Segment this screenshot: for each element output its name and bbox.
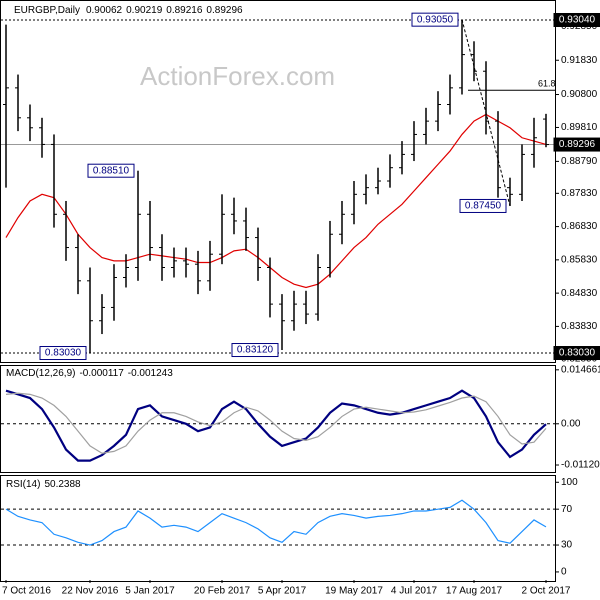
- x-tick-label: 17 Aug 2017: [446, 586, 503, 597]
- rsi-name: RSI(14): [6, 479, 40, 490]
- line: [5, 392, 547, 454]
- symbol: EURGBP,Daily: [14, 5, 80, 16]
- annotation-box: [87, 163, 135, 178]
- x-tick-label: 7 Oct 2016: [2, 586, 51, 597]
- macd-name: MACD(12,26,9): [6, 368, 75, 379]
- rsi-title: RSI(14) 50.2388: [6, 479, 81, 490]
- annotation-label: 0.88510: [93, 165, 130, 176]
- y-tick-label: 0: [561, 567, 567, 578]
- annotation-box: [459, 198, 507, 213]
- y-tick-label: -0.011202: [561, 460, 600, 471]
- x-tick-label: 5 Jan 2017: [125, 586, 175, 597]
- line: [5, 389, 547, 462]
- x-tick-label: 22 Nov 2016: [62, 586, 119, 597]
- low-value: 0.89216: [166, 5, 203, 16]
- x-tick-label: 20 Feb 2017: [194, 586, 251, 597]
- price-label-box: [553, 137, 600, 152]
- price-label-box: [553, 346, 600, 361]
- annotation-label: 0.93050: [417, 14, 454, 25]
- annotation-label: 0.83120: [237, 345, 274, 356]
- y-tick-label: 0.89810: [561, 122, 598, 133]
- price-label-box: [553, 12, 600, 27]
- rsi-panel: [0, 475, 556, 582]
- x-tick-label: 4 Jul 2017: [391, 586, 438, 597]
- x-tick-label: 19 May 2017: [325, 586, 383, 597]
- high-value: 0.90219: [126, 5, 163, 16]
- y-tick-label: 0.90800: [561, 89, 598, 100]
- watermark: ActionForex.com: [140, 61, 335, 91]
- y-tick-label: 0.85830: [561, 255, 598, 266]
- annotation-box: [411, 12, 459, 27]
- y-tick-label: 0.014661: [561, 364, 600, 375]
- y-tick-label: 30: [561, 540, 573, 551]
- x-tick-label: 2 Oct 2017: [522, 586, 571, 597]
- signal-value: -0.001243: [128, 368, 173, 379]
- macd-panel: [0, 365, 556, 473]
- annotation-box: [231, 343, 279, 358]
- price-label: 0.83030: [559, 348, 596, 359]
- header: EURGBP,Daily 0.90062 0.90219 0.89216 0.89296: [14, 5, 243, 16]
- y-tick-label: 0.87830: [561, 188, 598, 199]
- price-label: 0.93040: [559, 15, 596, 26]
- annotation-box: [39, 346, 87, 361]
- y-tick-label: 0.88790: [561, 156, 598, 167]
- y-tick-label: 0.91830: [561, 55, 598, 66]
- close-value: 0.89296: [206, 5, 243, 16]
- macd-value: -0.000117: [79, 368, 124, 379]
- rsi-value: 50.2388: [44, 479, 81, 490]
- open-value: 0.90062: [86, 5, 123, 16]
- price-label: 0.89296: [559, 139, 596, 150]
- annotation-label: 0.87450: [465, 201, 502, 212]
- y-tick-label: 0.83830: [561, 321, 598, 332]
- moving-average: [5, 113, 547, 289]
- y-tick-label: 100: [561, 477, 578, 488]
- y-tick-label: 0.84830: [561, 288, 598, 299]
- main-panel: [0, 0, 556, 363]
- y-tick-label: 0.00: [561, 418, 581, 429]
- x-tick-label: 5 Apr 2017: [258, 586, 307, 597]
- fib-label: 61.8: [538, 79, 556, 89]
- y-tick-label: 0.86830: [561, 221, 598, 232]
- y-tick-label: 70: [561, 504, 573, 515]
- line: [5, 499, 547, 546]
- macd-title: MACD(12,26,9) -0.000117 -0.001243: [6, 368, 173, 379]
- trend-line: [461, 19, 511, 207]
- annotation-label: 0.83030: [45, 348, 82, 359]
